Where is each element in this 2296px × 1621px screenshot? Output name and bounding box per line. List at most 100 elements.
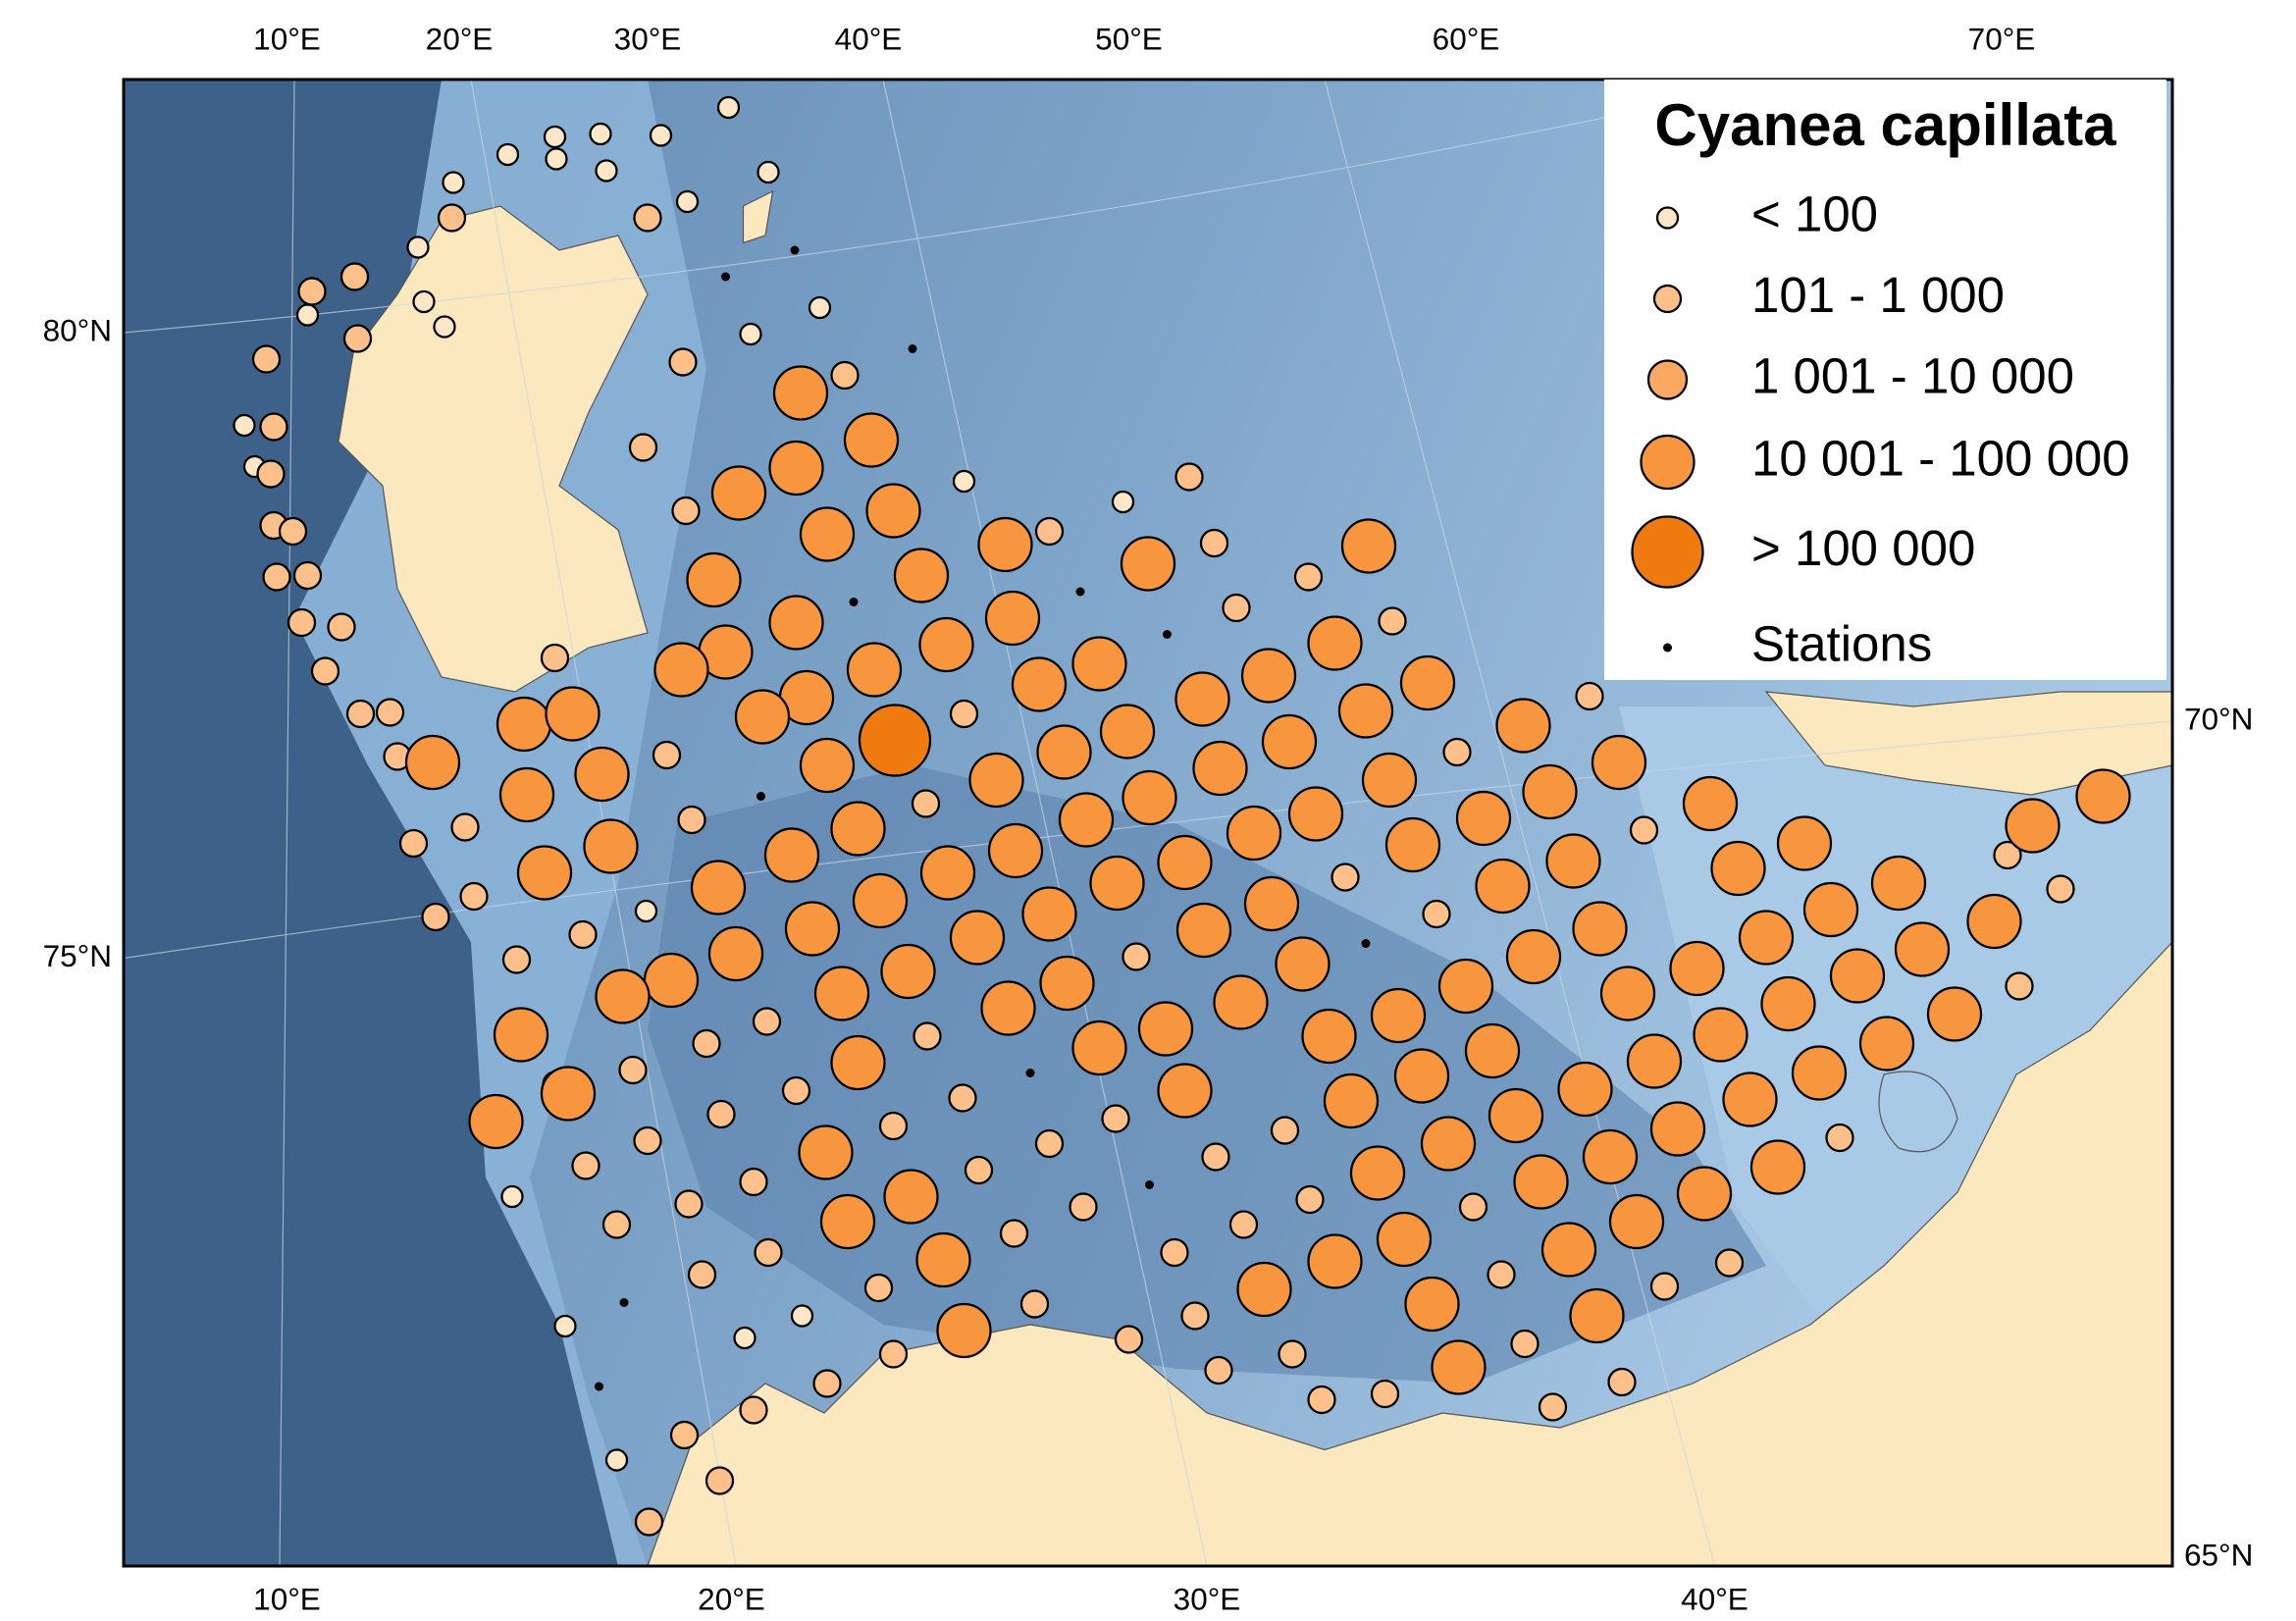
abundance-circle — [952, 469, 976, 494]
abundance-circle — [1495, 698, 1551, 754]
abundance-circle — [406, 235, 430, 259]
abundance-circle — [706, 1099, 736, 1129]
abundance-circle — [1307, 615, 1363, 671]
abundance-circle — [498, 766, 555, 823]
abundance-circle — [1278, 1339, 1307, 1369]
abundance-circle — [1431, 1339, 1487, 1395]
abundance-circle — [649, 124, 673, 147]
abundance-circle — [707, 925, 764, 982]
abundance-circle — [1749, 1139, 1806, 1195]
abundance-circle — [633, 203, 662, 233]
right-label: 65°N — [2184, 1537, 2253, 1572]
abundance-circle — [553, 1314, 577, 1338]
top-label: 30°E — [614, 21, 682, 56]
abundance-circle — [459, 881, 489, 912]
abundance-circle — [643, 952, 700, 1009]
abundance-circle — [2005, 971, 2034, 1001]
abundance-circle — [574, 746, 630, 803]
station-symbol — [1663, 643, 1672, 653]
abundance-circle — [1384, 816, 1441, 873]
abundance-circle — [1870, 855, 1927, 912]
abundance-circle — [768, 595, 824, 651]
abundance-circle — [468, 1093, 524, 1150]
abundance-circle — [1629, 815, 1659, 845]
abundance-circle — [1399, 654, 1456, 711]
deep-sea — [124, 79, 618, 1567]
abundance-circle — [634, 1507, 664, 1537]
abundance-circle — [686, 551, 742, 608]
station — [1163, 630, 1172, 640]
abundance-circle — [540, 1066, 597, 1122]
abundance-circle — [858, 704, 932, 777]
abundance-circle — [1510, 1329, 1539, 1359]
abundance-circle — [1378, 606, 1407, 636]
abundance-circle — [949, 699, 979, 729]
abundance-circle — [987, 822, 1044, 879]
station — [908, 344, 917, 354]
abundance-circle — [292, 560, 323, 591]
abundance-circle — [669, 1420, 700, 1450]
abundance-circle — [949, 910, 1006, 966]
abundance-circle — [911, 789, 941, 818]
abundance-circle — [687, 1260, 717, 1289]
abundance-circle — [1071, 1020, 1127, 1076]
abundance-circle — [852, 872, 909, 929]
abundance-circle — [1540, 1222, 1597, 1278]
abundance-circle — [799, 737, 856, 794]
abundance-circle — [1760, 975, 1816, 1032]
abundance-circle — [980, 980, 1036, 1036]
abundance-circle — [1180, 1301, 1210, 1331]
abundance-circle — [1693, 1007, 1748, 1063]
novaya-zemlya — [1764, 691, 2172, 796]
abundance-circle — [790, 1304, 814, 1328]
station — [1075, 587, 1085, 597]
abundance-circle — [1243, 875, 1300, 932]
abundance-circle — [1160, 1237, 1189, 1268]
left-label: 75°N — [43, 938, 112, 973]
abundance-circle — [1714, 1248, 1745, 1278]
legend-symbol — [1640, 434, 1696, 491]
legend-title: Cyanea capillata — [1654, 92, 2116, 158]
abundance-circle — [1222, 593, 1251, 623]
abundance-circle — [918, 616, 974, 673]
station — [1145, 1180, 1154, 1190]
abundance-circle — [1111, 490, 1135, 514]
abundance-circle — [278, 516, 308, 547]
abundance-circle — [704, 1466, 735, 1495]
abundance-circle — [339, 262, 370, 291]
abundance-circle — [964, 1155, 994, 1185]
abundance-circle — [1099, 704, 1156, 759]
abundance-circle — [1226, 805, 1282, 862]
abundance-circle — [652, 740, 682, 770]
abundance-circle — [571, 1151, 600, 1180]
abundance-circle — [1307, 1233, 1363, 1289]
abundance-circle — [1204, 1355, 1233, 1386]
station — [1361, 939, 1371, 949]
abundance-circle — [1275, 936, 1331, 992]
map-frame — [122, 78, 2174, 1568]
bottom-label: 20°E — [698, 1581, 765, 1616]
abundance-circle — [1464, 1022, 1521, 1079]
abundance-circle — [1157, 1063, 1213, 1119]
abundance-circle — [1236, 1261, 1292, 1318]
abundance-circle — [1089, 855, 1145, 912]
abundance-circle — [671, 496, 701, 526]
abundance-circle — [1591, 734, 1647, 791]
station — [721, 272, 730, 282]
abundance-circle — [601, 1210, 632, 1239]
abundance-circle — [1137, 1001, 1194, 1057]
abundance-circle — [496, 696, 552, 753]
abundance-circle — [1261, 713, 1318, 770]
abundance-circle — [1011, 656, 1068, 712]
legend-symbol — [1631, 515, 1704, 589]
abundance-circle — [1192, 740, 1248, 797]
abundance-circle — [1538, 1392, 1568, 1422]
abundance-circle — [297, 277, 327, 306]
abundance-circle — [999, 1219, 1029, 1248]
abundance-circle — [984, 590, 1041, 647]
abundance-circle — [675, 189, 700, 214]
abundance-circle — [936, 1302, 992, 1359]
abundance-circle — [677, 805, 706, 835]
abundance-circle — [595, 159, 618, 183]
